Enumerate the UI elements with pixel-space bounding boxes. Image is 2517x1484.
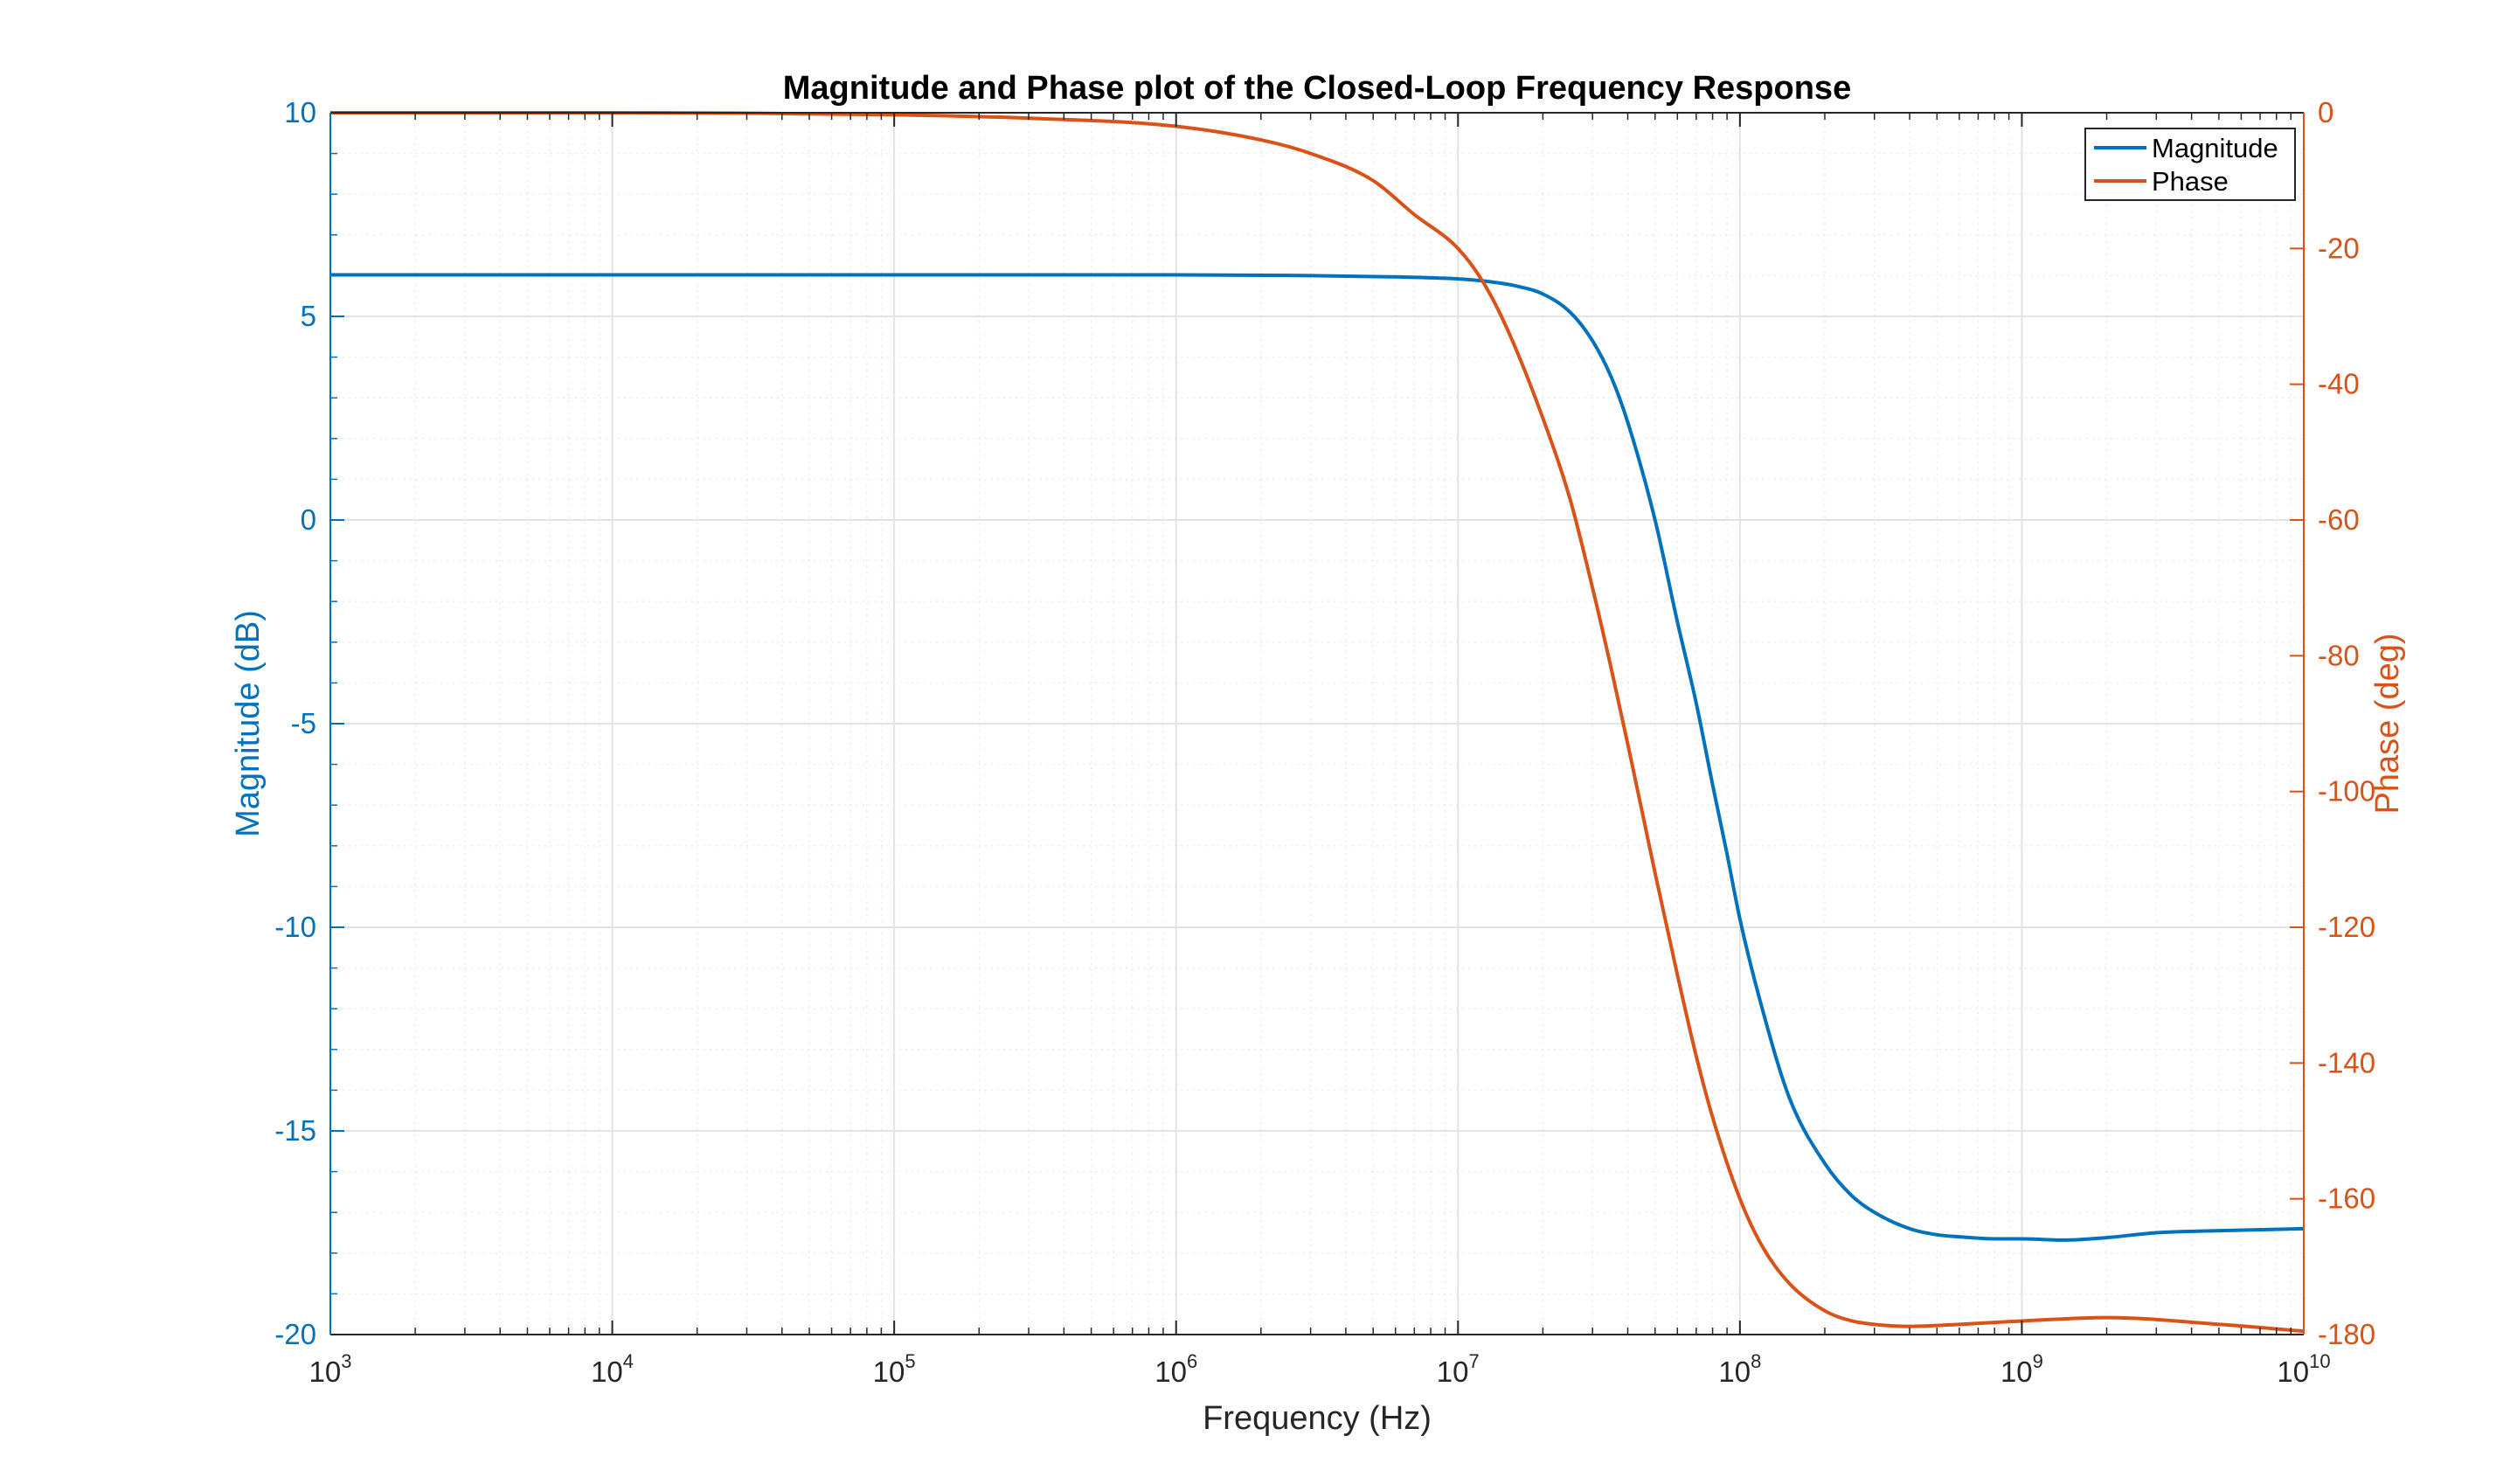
right-y-tick-label: -180 (2318, 1318, 2375, 1350)
left-y-tick-label: -15 (274, 1114, 316, 1147)
major-grid (330, 113, 2304, 1335)
left-y-tick-label: -5 (291, 707, 316, 739)
axes (329, 112, 2305, 1335)
series-line-phase (329, 110, 2305, 1334)
plot-lines (329, 110, 2305, 1334)
x-tick-label: 109 (2000, 1350, 2043, 1388)
legend-box (2084, 128, 2296, 201)
left-y-tick-label: -10 (274, 911, 316, 943)
series-line-magnitude (330, 273, 2305, 1242)
left-y-tick-label: 0 (301, 503, 316, 536)
legend: Magnitude Phase (2084, 128, 2296, 201)
left-y-tick-label: -20 (274, 1318, 316, 1350)
x-tick-label: 1010 (2277, 1350, 2330, 1388)
x-tick-label: 105 (873, 1350, 916, 1388)
right-y-tick-label: -140 (2318, 1046, 2375, 1078)
tick-labels: 103 104 105 106 107 108 109 10101050-5-10-15-20… (274, 96, 2375, 1388)
left-y-tick-label: 10 (284, 96, 316, 128)
x-tick-label: 103 (309, 1350, 352, 1388)
right-y-tick-label: 0 (2318, 96, 2333, 128)
right-y-tick-label: -160 (2318, 1182, 2375, 1215)
right-y-tick-label: -20 (2318, 232, 2360, 264)
right-y-tick-label: -40 (2318, 368, 2360, 400)
right-y-axis-label: Phase (deg) (2369, 633, 2406, 814)
right-y-tick-label: -120 (2318, 911, 2375, 943)
right-y-tick-label: -80 (2318, 639, 2360, 671)
x-tick-label: 104 (591, 1350, 634, 1388)
left-y-axis-label: Magnitude (dB) (230, 610, 267, 837)
legend-entry-phase: Phase (2152, 166, 2229, 197)
legend-entry-magnitude: Magnitude (2152, 133, 2278, 163)
left-y-tick-label: 5 (301, 300, 316, 332)
x-tick-label: 107 (1437, 1350, 1480, 1388)
right-y-tick-label: -60 (2318, 503, 2360, 536)
chart-title: Magnitude and Phase plot of the Closed-L… (783, 70, 1851, 107)
x-tick-label: 106 (1154, 1350, 1197, 1388)
x-tick-label: 108 (1718, 1350, 1761, 1388)
right-y-tick-label: -100 (2318, 775, 2375, 808)
x-axis-label: Frequency (Hz) (1203, 1400, 1432, 1437)
